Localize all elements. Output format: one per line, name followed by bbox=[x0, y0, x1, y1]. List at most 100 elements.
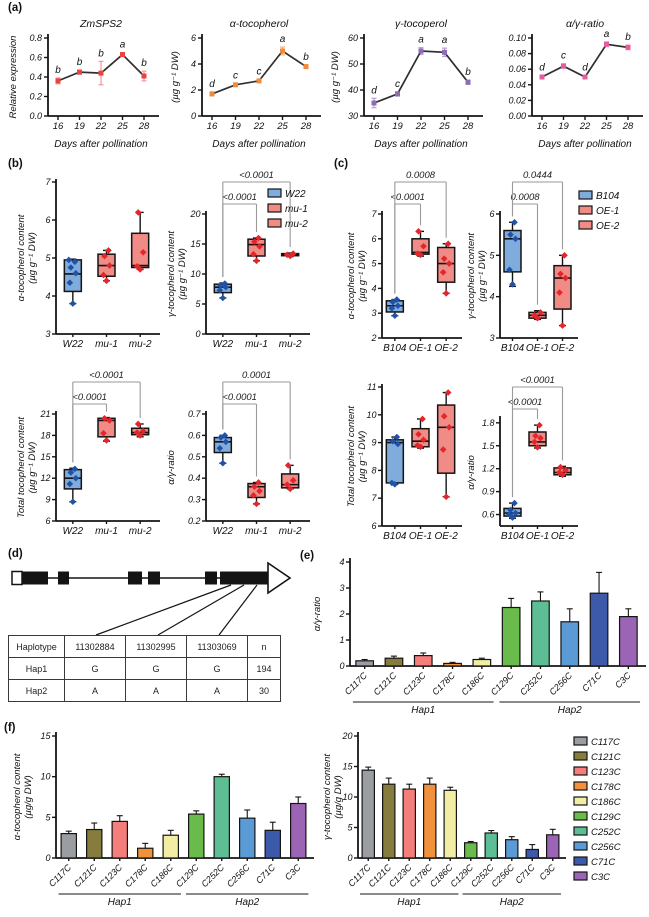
svg-text:40: 40 bbox=[348, 85, 358, 95]
table-header-cell: 11303069 bbox=[186, 635, 248, 658]
svg-text:OE-2: OE-2 bbox=[596, 221, 620, 232]
boxplot-b-gamma: 0 5 10 15 20 γ-tocopherol content (µg g⁻¹ DW) W… bbox=[162, 162, 312, 365]
svg-text:mu-2: mu-2 bbox=[285, 219, 308, 230]
c1-svg: 2 3 4 5 6 7 α-tocopherol content (µg g⁻¹ DW) B10… bbox=[346, 170, 462, 354]
svg-text:0: 0 bbox=[195, 329, 200, 339]
svg-text:21: 21 bbox=[39, 409, 50, 419]
svg-text:0.6: 0.6 bbox=[482, 510, 495, 520]
svg-text:B104: B104 bbox=[501, 531, 525, 542]
svg-text:C3C: C3C bbox=[591, 872, 610, 883]
svg-text:Hap2: Hap2 bbox=[558, 705, 582, 716]
svg-text:C3C: C3C bbox=[613, 670, 633, 690]
svg-text:1.8: 1.8 bbox=[482, 418, 495, 428]
svg-text:d: d bbox=[371, 85, 377, 96]
svg-text:B104: B104 bbox=[383, 531, 407, 542]
svg-text:16: 16 bbox=[207, 121, 218, 132]
svg-text:Days after pollination: Days after pollination bbox=[538, 139, 632, 150]
svg-text:30: 30 bbox=[348, 111, 358, 121]
svg-text:α-tocopherol content: α-tocopherol content bbox=[346, 232, 357, 319]
svg-text:28: 28 bbox=[138, 121, 150, 132]
svg-text:4: 4 bbox=[489, 292, 494, 302]
svg-text:b: b bbox=[303, 52, 309, 63]
svg-text:0.5: 0.5 bbox=[188, 452, 202, 462]
svg-text:28: 28 bbox=[622, 121, 634, 132]
svg-text:4: 4 bbox=[339, 557, 344, 567]
svg-text:OE-2: OE-2 bbox=[434, 343, 458, 354]
svg-text:(µg g⁻¹ DW): (µg g⁻¹ DW) bbox=[27, 232, 38, 284]
svg-text:25: 25 bbox=[438, 121, 450, 132]
svg-text:9: 9 bbox=[45, 495, 50, 505]
svg-text:C178C: C178C bbox=[591, 782, 621, 793]
table-cell: A bbox=[125, 679, 187, 702]
svg-text:16: 16 bbox=[369, 121, 380, 132]
svg-text:a: a bbox=[280, 34, 286, 45]
svg-text:γ-tocoperol: γ-tocoperol bbox=[395, 18, 448, 30]
svg-text:Days after pollination: Days after pollination bbox=[374, 139, 468, 150]
svg-text:Days after pollination: Days after pollination bbox=[212, 139, 306, 150]
svg-text:0: 0 bbox=[347, 853, 352, 863]
svg-text:1.5: 1.5 bbox=[482, 441, 496, 451]
table-cell: 194 bbox=[247, 657, 281, 680]
svg-text:<0.0001: <0.0001 bbox=[508, 397, 543, 408]
svg-text:OE-2: OE-2 bbox=[434, 531, 458, 542]
table-cell: G bbox=[125, 657, 187, 680]
svg-text:C256C: C256C bbox=[591, 842, 621, 853]
svg-text:B104: B104 bbox=[383, 343, 407, 354]
svg-text:<0.0001: <0.0001 bbox=[222, 392, 257, 403]
svg-text:(µg g⁻¹ DW): (µg g⁻¹ DW) bbox=[477, 250, 488, 302]
svg-text:mu-2: mu-2 bbox=[129, 339, 152, 350]
chart-zmsps2-expression: 0.0 0.2 0.4 0.6 0.8 16 19 22 25 28 ZmSPS2 Relative … bbox=[4, 12, 162, 157]
legend-svg: C117C C121C C123C C178C C186C C129C C252C C256C… bbox=[573, 736, 621, 883]
svg-text:16: 16 bbox=[537, 121, 548, 132]
a1-svg: 0.0 0.2 0.4 0.6 0.8 16 19 22 25 28 ZmSPS2 Relative … bbox=[8, 18, 159, 150]
haplotype-table: Haplotype 11302884 11302995 11303069 n Hap1 G G… bbox=[8, 635, 281, 702]
svg-text:α-tocopherol content: α-tocopherol content bbox=[12, 753, 23, 840]
svg-text:25: 25 bbox=[276, 121, 288, 132]
svg-text:α-tocopherol content: α-tocopherol content bbox=[16, 214, 27, 301]
svg-text:18: 18 bbox=[40, 430, 50, 440]
svg-text:19: 19 bbox=[230, 121, 241, 132]
svg-text:0.00: 0.00 bbox=[508, 111, 526, 121]
svg-text:<0.0001: <0.0001 bbox=[89, 370, 124, 381]
svg-text:C117C: C117C bbox=[47, 862, 74, 889]
svg-text:22: 22 bbox=[253, 121, 265, 132]
svg-text:C252C: C252C bbox=[591, 827, 621, 838]
svg-text:4: 4 bbox=[371, 283, 376, 293]
svg-text:C121C: C121C bbox=[72, 862, 99, 889]
svg-text:28: 28 bbox=[462, 121, 474, 132]
svg-text:OE-1: OE-1 bbox=[596, 206, 619, 217]
svg-text:W22: W22 bbox=[213, 526, 234, 537]
table-cell: A bbox=[186, 679, 248, 702]
svg-text:Total tocopherol content: Total tocopherol content bbox=[16, 417, 27, 518]
boxplot-c-gamma: 3 4 5 6 γ-tocopherol content (µg g⁻¹ DW) B104 O… bbox=[462, 162, 580, 369]
legend-svg: W22 mu-1 mu-2 bbox=[267, 188, 308, 230]
svg-text:15: 15 bbox=[40, 452, 51, 462]
panel-b-label: (b) bbox=[8, 158, 23, 170]
svg-text:ZmSPS2: ZmSPS2 bbox=[79, 18, 122, 30]
svg-text:C121C: C121C bbox=[591, 752, 621, 763]
svg-text:6: 6 bbox=[489, 209, 494, 219]
svg-text:28: 28 bbox=[300, 121, 312, 132]
svg-text:OE-2: OE-2 bbox=[551, 531, 575, 542]
svg-text:Relative expression: Relative expression bbox=[8, 36, 19, 119]
svg-text:6: 6 bbox=[371, 521, 376, 531]
legend-b: W22 mu-1 mu-2 bbox=[266, 186, 328, 240]
svg-text:7: 7 bbox=[371, 493, 377, 503]
svg-text:Hap1: Hap1 bbox=[397, 897, 421, 908]
legend-c: B104 OE-1 OE-2 bbox=[577, 188, 639, 242]
c4-svg: 0.6 0.9 1.2 1.5 1.8 α/γ-ratio B104 OE-1 OE-2 <0.0… bbox=[466, 375, 578, 542]
svg-text:7: 7 bbox=[371, 209, 377, 219]
b1-svg: 3 4 5 6 7 α-tocopherol content (µg g⁻¹ DW) W22 m… bbox=[16, 177, 160, 350]
svg-text:C71C: C71C bbox=[513, 862, 537, 886]
svg-text:22: 22 bbox=[579, 121, 591, 132]
svg-text:mu-1: mu-1 bbox=[285, 204, 308, 215]
panel-a-label: (a) bbox=[8, 2, 23, 14]
svg-text:6: 6 bbox=[371, 234, 376, 244]
svg-text:0.08: 0.08 bbox=[508, 49, 526, 59]
b2-svg: 0 5 10 15 20 γ-tocopherol content (µg g⁻¹ DW) W… bbox=[166, 170, 310, 350]
svg-text:19: 19 bbox=[74, 121, 85, 132]
barchart-ratio-haplotypes: 0 1 2 3 4 α/γ-ratio C117C C121C C123C C178C C186C C… bbox=[308, 552, 648, 727]
chart-gamma-tocopherol-line: 30 40 50 60 16 19 22 25 28 γ-tocoperol (µg g⁻¹ DW)… bbox=[326, 12, 486, 157]
boxplot-b-ratio: 0.2 0.3 0.4 0.5 0.6 0.7 α/γ-ratio W22 mu-1 mu-2 <0… bbox=[162, 362, 312, 552]
